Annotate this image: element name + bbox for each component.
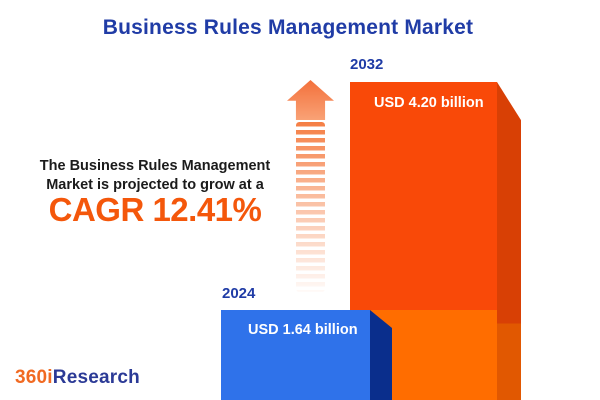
bar-2024-value: USD 1.64 billion bbox=[248, 322, 358, 338]
bar-2032-value: USD 4.20 billion bbox=[374, 95, 484, 111]
bar-2024-year: 2024 bbox=[222, 285, 256, 302]
bar-2024: USD 1.64 billion bbox=[221, 310, 370, 400]
bar-2032-year: 2032 bbox=[350, 56, 384, 73]
chart-title: Business Rules Management Market bbox=[102, 16, 474, 39]
bar-2024-side-face bbox=[370, 310, 392, 400]
logo-suffix: Research bbox=[52, 367, 140, 388]
growth-note-line2: Market is projected to grow at a bbox=[46, 177, 264, 193]
bar-2032-side-face bbox=[497, 82, 521, 400]
logo-360iresearch: 360iResearch bbox=[15, 367, 140, 389]
growth-note-line1: The Business Rules Management bbox=[39, 158, 271, 174]
logo-prefix: 360i bbox=[15, 367, 53, 388]
growth-arrow-shaft bbox=[296, 122, 325, 292]
growth-note: The Business Rules Management Market is … bbox=[22, 157, 288, 228]
growth-arrow-icon bbox=[287, 80, 334, 120]
cagr-value: CAGR 12.41% bbox=[48, 191, 262, 228]
